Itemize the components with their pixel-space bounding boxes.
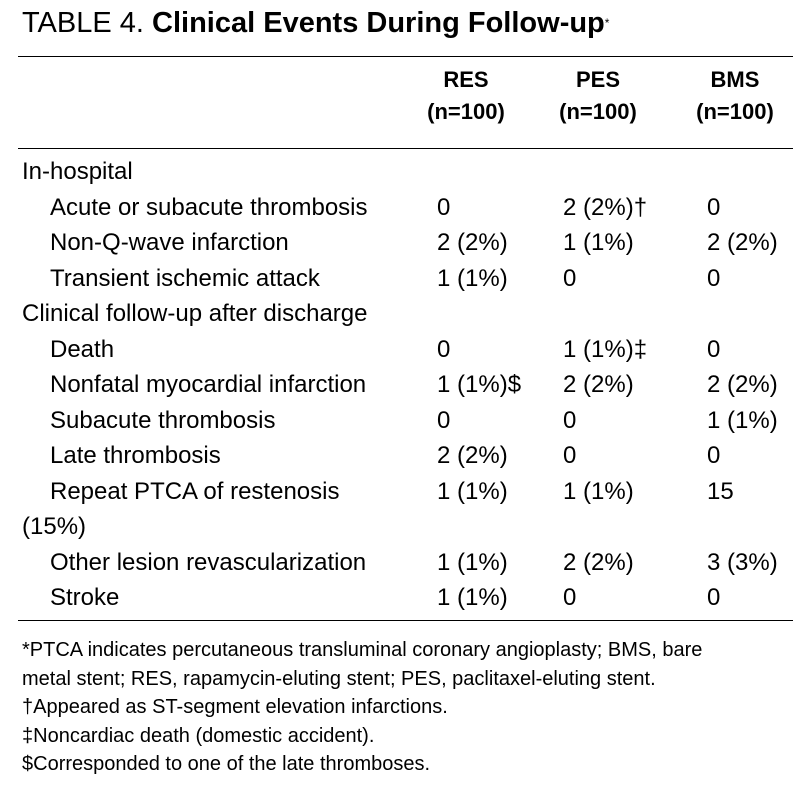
cell: 2 (2%) — [707, 371, 778, 398]
column-n: (n=100) — [559, 99, 637, 124]
column-n: (n=100) — [427, 99, 505, 124]
cell: 0 — [437, 193, 451, 221]
cell: 1 (1%)‡ — [563, 335, 648, 363]
title-mark: * — [604, 16, 610, 30]
section-label: Clinical follow-up after discharge — [22, 300, 368, 327]
row-label: Acute or subacute thrombosis — [50, 193, 368, 221]
footnote: *PTCA indicates percutaneous translumina… — [22, 639, 703, 661]
footnote: ‡Noncardiac death (domestic accident). — [22, 724, 375, 747]
footnote: $Corresponded to one of the late thrombo… — [22, 753, 431, 775]
table-title: TABLE 4. Clinical Events During Follow-u… — [22, 6, 609, 40]
row-label: Late thrombosis — [50, 442, 221, 469]
row-label: Stroke — [50, 584, 120, 611]
cell: 1 (1%) — [563, 477, 634, 505]
cell: 1 (1%) — [437, 548, 508, 576]
cell: 0 — [563, 584, 577, 611]
row-label: Other lesion revascularization — [50, 548, 367, 576]
row-label: Death — [50, 335, 115, 363]
cell: 0 — [707, 442, 721, 469]
cell: 1 (1%) — [437, 477, 508, 505]
row-label: Nonfatal myocardial infarction — [50, 371, 367, 398]
cell: 0 — [707, 264, 721, 292]
rule — [18, 148, 793, 149]
column-name: RES — [443, 67, 489, 92]
footnote: †Appeared as ST-segment elevation infarc… — [22, 696, 448, 718]
cell: 0 — [707, 193, 721, 221]
cell: 1 (1%) — [563, 229, 634, 256]
title-prefix: TABLE 4. — [22, 7, 144, 39]
cell: 1 (1%)$ — [437, 371, 522, 398]
row-label: Transient ischemic attack — [50, 264, 320, 292]
footnote: metal stent; RES, rapamycin-eluting sten… — [22, 667, 656, 690]
row-label: Repeat PTCA of restenosis — [50, 477, 340, 505]
cell: 2 (2%) — [437, 442, 508, 469]
column-name: PES — [575, 67, 621, 92]
cell-continuation: (15%) — [22, 513, 87, 540]
cell: 1 (1%) — [437, 584, 508, 611]
title-main: Clinical Events During Follow-up — [152, 7, 605, 39]
row-label: Subacute thrombosis — [50, 406, 276, 434]
cell: 0 — [707, 335, 721, 363]
cell: 2 (2%) — [707, 229, 778, 256]
row-label: Non-Q-wave infarction — [50, 229, 289, 256]
cell: 2 (2%)† — [563, 193, 648, 221]
section-label: In-hospital — [22, 158, 133, 185]
cell: 0 — [437, 335, 451, 363]
column-name: BMS — [710, 67, 760, 92]
cell: 2 (2%) — [563, 548, 634, 576]
cell: 0 — [563, 442, 577, 469]
cell: 0 — [437, 406, 451, 434]
rule — [18, 56, 793, 57]
cell: 0 — [563, 406, 577, 434]
cell: 0 — [563, 264, 577, 292]
cell: 15 — [707, 477, 734, 505]
cell: 0 — [707, 584, 721, 611]
column-n: (n=100) — [696, 99, 774, 124]
cell: 1 (1%) — [707, 406, 778, 434]
cell: 1 (1%) — [437, 264, 508, 292]
cell: 2 (2%) — [437, 229, 508, 256]
cell: 2 (2%) — [563, 371, 634, 398]
rule — [18, 620, 793, 621]
cell: 3 (3%) — [707, 548, 778, 576]
